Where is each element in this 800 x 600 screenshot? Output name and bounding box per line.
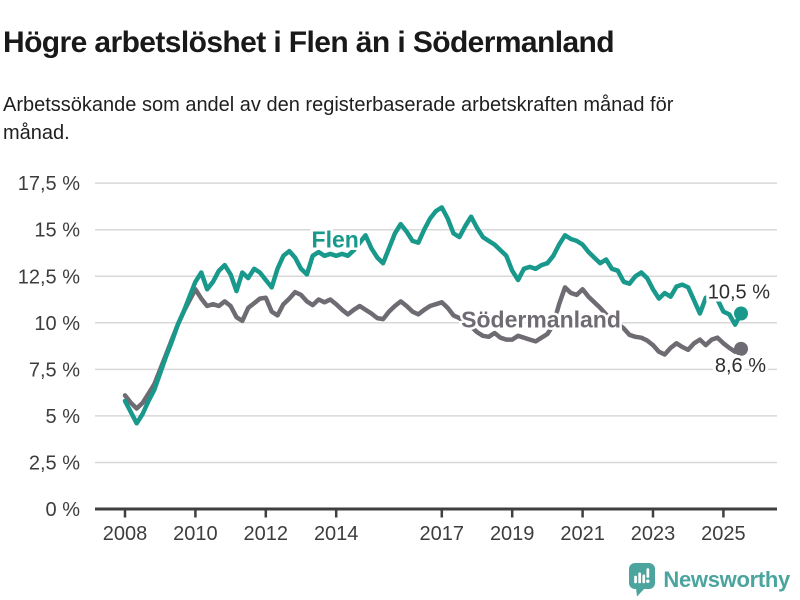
y-axis-tick-label: 2,5 % (29, 452, 80, 474)
page-title: Högre arbetslöshet i Flen än i Södermanl… (3, 26, 615, 60)
y-axis-tick-label: 15 % (34, 220, 80, 242)
y-axis-tick-label: 7,5 % (29, 359, 80, 381)
x-axis-tick-label: 2023 (631, 523, 676, 545)
page-subtitle: Arbetssökande som andel av den registerb… (3, 94, 674, 144)
end-value-label-sodermanland: 8,6 % (715, 355, 766, 377)
y-axis-tick-label: 0 % (46, 499, 81, 521)
x-axis-tick-label: 2025 (701, 523, 746, 545)
x-axis-tick-label: 2010 (173, 523, 218, 545)
y-axis-tick-label: 17,5 % (18, 173, 80, 195)
x-axis-tick-label: 2017 (420, 523, 465, 545)
x-axis-tick-label: 2021 (560, 523, 605, 545)
series-end-dot-flen (734, 306, 749, 321)
series-line-flen (122, 205, 744, 426)
series-line-sodermanland (122, 285, 744, 411)
series-label-sodermanland: Södermanland (461, 306, 621, 332)
chart-area: 0 % 2,5 % 5 % 7,5 % 10 % 12,5 % 15 % 17,5 % 2008… (0, 158, 800, 570)
y-axis-tick-label: 12,5 % (18, 266, 80, 288)
x-axis-tick-label: 2014 (314, 523, 359, 545)
end-value-label-flen: 10,5 % (708, 281, 770, 303)
y-axis-tick-label: 5 % (46, 406, 81, 428)
unemployment-line-chart: 0 % 2,5 % 5 % 7,5 % 10 % 12,5 % 15 % 17,5 % 2008… (18, 173, 777, 545)
bar-chart-speech-bubble-icon (629, 563, 656, 597)
x-axis-tick-label: 2012 (244, 523, 289, 545)
x-axis-tick-label: 2019 (490, 523, 535, 545)
brand-name: Newsworthy (663, 566, 790, 592)
series-end-dot-sodermanland (734, 341, 749, 356)
y-axis-tick-label: 10 % (34, 313, 80, 335)
newsworthy-logo: Newsworthy (628, 562, 790, 597)
series-label-flen: Flen (312, 226, 359, 252)
x-axis-tick-label: 2008 (103, 523, 148, 545)
